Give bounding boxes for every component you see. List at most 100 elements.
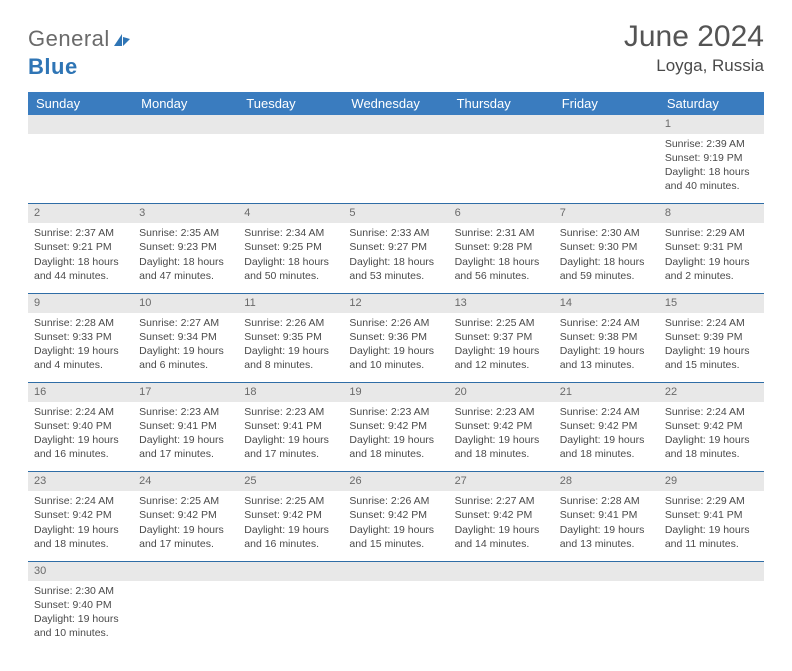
daylight-text: and 59 minutes. [560, 269, 653, 283]
week-row: Sunrise: 2:30 AMSunset: 9:40 PMDaylight:… [28, 581, 764, 651]
day-content: Sunrise: 2:29 AMSunset: 9:31 PMDaylight:… [665, 226, 758, 283]
month-title: June 2024 [624, 20, 764, 54]
day-cell: Sunrise: 2:33 AMSunset: 9:27 PMDaylight:… [343, 223, 448, 293]
daylight-text: Daylight: 18 hours [665, 165, 758, 179]
sunrise-text: Sunrise: 2:26 AM [244, 316, 337, 330]
day-content: Sunrise: 2:33 AMSunset: 9:27 PMDaylight:… [349, 226, 442, 283]
daynum-cell: 11 [238, 293, 343, 312]
sunset-text: Sunset: 9:42 PM [455, 508, 548, 522]
calendar-body: 1Sunrise: 2:39 AMSunset: 9:19 PMDaylight… [28, 115, 764, 651]
sunrise-text: Sunrise: 2:30 AM [560, 226, 653, 240]
daynum-cell: 26 [343, 472, 448, 491]
daynum-cell: 4 [238, 204, 343, 223]
sunrise-text: Sunrise: 2:25 AM [244, 494, 337, 508]
day-cell: Sunrise: 2:27 AMSunset: 9:42 PMDaylight:… [449, 491, 554, 561]
day-content: Sunrise: 2:30 AMSunset: 9:30 PMDaylight:… [560, 226, 653, 283]
day-content: Sunrise: 2:27 AMSunset: 9:42 PMDaylight:… [455, 494, 548, 551]
day-cell [449, 134, 554, 204]
daylight-text: Daylight: 19 hours [349, 523, 442, 537]
weekday-header: Wednesday [343, 92, 448, 115]
daynum-cell [133, 115, 238, 134]
day-content: Sunrise: 2:23 AMSunset: 9:41 PMDaylight:… [139, 405, 232, 462]
sunset-text: Sunset: 9:41 PM [244, 419, 337, 433]
sunrise-text: Sunrise: 2:30 AM [34, 584, 127, 598]
weekday-header: Friday [554, 92, 659, 115]
sail-icon [112, 28, 132, 54]
daylight-text: and 10 minutes. [349, 358, 442, 372]
daylight-text: Daylight: 18 hours [139, 255, 232, 269]
logo: GeneralBlue [28, 26, 134, 80]
daylight-text: Daylight: 18 hours [455, 255, 548, 269]
day-cell: Sunrise: 2:25 AMSunset: 9:42 PMDaylight:… [238, 491, 343, 561]
daylight-text: and 8 minutes. [244, 358, 337, 372]
daylight-text: Daylight: 19 hours [560, 523, 653, 537]
sunset-text: Sunset: 9:27 PM [349, 240, 442, 254]
day-content: Sunrise: 2:26 AMSunset: 9:35 PMDaylight:… [244, 316, 337, 373]
day-content: Sunrise: 2:27 AMSunset: 9:34 PMDaylight:… [139, 316, 232, 373]
day-cell: Sunrise: 2:28 AMSunset: 9:33 PMDaylight:… [28, 313, 133, 383]
daynum-cell: 12 [343, 293, 448, 312]
daynum-cell: 30 [28, 561, 133, 580]
sunrise-text: Sunrise: 2:29 AM [665, 226, 758, 240]
daylight-text: and 40 minutes. [665, 179, 758, 193]
daylight-text: and 13 minutes. [560, 358, 653, 372]
day-cell: Sunrise: 2:31 AMSunset: 9:28 PMDaylight:… [449, 223, 554, 293]
daynum-row: 23242526272829 [28, 472, 764, 491]
day-cell: Sunrise: 2:26 AMSunset: 9:36 PMDaylight:… [343, 313, 448, 383]
sunrise-text: Sunrise: 2:37 AM [34, 226, 127, 240]
day-cell [343, 134, 448, 204]
daylight-text: and 12 minutes. [455, 358, 548, 372]
sunset-text: Sunset: 9:38 PM [560, 330, 653, 344]
sunset-text: Sunset: 9:36 PM [349, 330, 442, 344]
day-cell [554, 134, 659, 204]
sunset-text: Sunset: 9:42 PM [455, 419, 548, 433]
daynum-cell: 17 [133, 383, 238, 402]
day-cell [343, 581, 448, 651]
daylight-text: and 16 minutes. [244, 537, 337, 551]
daylight-text: Daylight: 18 hours [34, 255, 127, 269]
weekday-header: Saturday [659, 92, 764, 115]
sunrise-text: Sunrise: 2:24 AM [560, 405, 653, 419]
sunrise-text: Sunrise: 2:28 AM [560, 494, 653, 508]
daynum-cell [343, 561, 448, 580]
daylight-text: and 4 minutes. [34, 358, 127, 372]
day-content: Sunrise: 2:26 AMSunset: 9:36 PMDaylight:… [349, 316, 442, 373]
sunrise-text: Sunrise: 2:23 AM [244, 405, 337, 419]
weekday-header: Monday [133, 92, 238, 115]
logo-part1: General [28, 26, 110, 51]
daynum-cell: 28 [554, 472, 659, 491]
daynum-cell [554, 561, 659, 580]
daylight-text: and 18 minutes. [349, 447, 442, 461]
sunrise-text: Sunrise: 2:23 AM [139, 405, 232, 419]
daylight-text: and 18 minutes. [455, 447, 548, 461]
sunrise-text: Sunrise: 2:25 AM [455, 316, 548, 330]
sunset-text: Sunset: 9:33 PM [34, 330, 127, 344]
daylight-text: Daylight: 19 hours [139, 344, 232, 358]
daynum-cell: 20 [449, 383, 554, 402]
day-content: Sunrise: 2:24 AMSunset: 9:40 PMDaylight:… [34, 405, 127, 462]
day-cell [133, 581, 238, 651]
daynum-row: 30 [28, 561, 764, 580]
daynum-cell: 8 [659, 204, 764, 223]
sunset-text: Sunset: 9:30 PM [560, 240, 653, 254]
sunset-text: Sunset: 9:42 PM [349, 508, 442, 522]
sunset-text: Sunset: 9:41 PM [139, 419, 232, 433]
day-content: Sunrise: 2:37 AMSunset: 9:21 PMDaylight:… [34, 226, 127, 283]
daylight-text: and 14 minutes. [455, 537, 548, 551]
day-cell: Sunrise: 2:27 AMSunset: 9:34 PMDaylight:… [133, 313, 238, 383]
day-cell [238, 581, 343, 651]
daylight-text: Daylight: 19 hours [560, 344, 653, 358]
day-content: Sunrise: 2:28 AMSunset: 9:33 PMDaylight:… [34, 316, 127, 373]
day-content: Sunrise: 2:25 AMSunset: 9:42 PMDaylight:… [139, 494, 232, 551]
day-cell [28, 134, 133, 204]
sunrise-text: Sunrise: 2:24 AM [665, 405, 758, 419]
day-content: Sunrise: 2:26 AMSunset: 9:42 PMDaylight:… [349, 494, 442, 551]
daylight-text: and 10 minutes. [34, 626, 127, 640]
daylight-text: Daylight: 19 hours [244, 523, 337, 537]
daynum-cell: 27 [449, 472, 554, 491]
sunrise-text: Sunrise: 2:39 AM [665, 137, 758, 151]
sunrise-text: Sunrise: 2:24 AM [560, 316, 653, 330]
daynum-cell: 9 [28, 293, 133, 312]
daylight-text: and 6 minutes. [139, 358, 232, 372]
day-content: Sunrise: 2:25 AMSunset: 9:42 PMDaylight:… [244, 494, 337, 551]
